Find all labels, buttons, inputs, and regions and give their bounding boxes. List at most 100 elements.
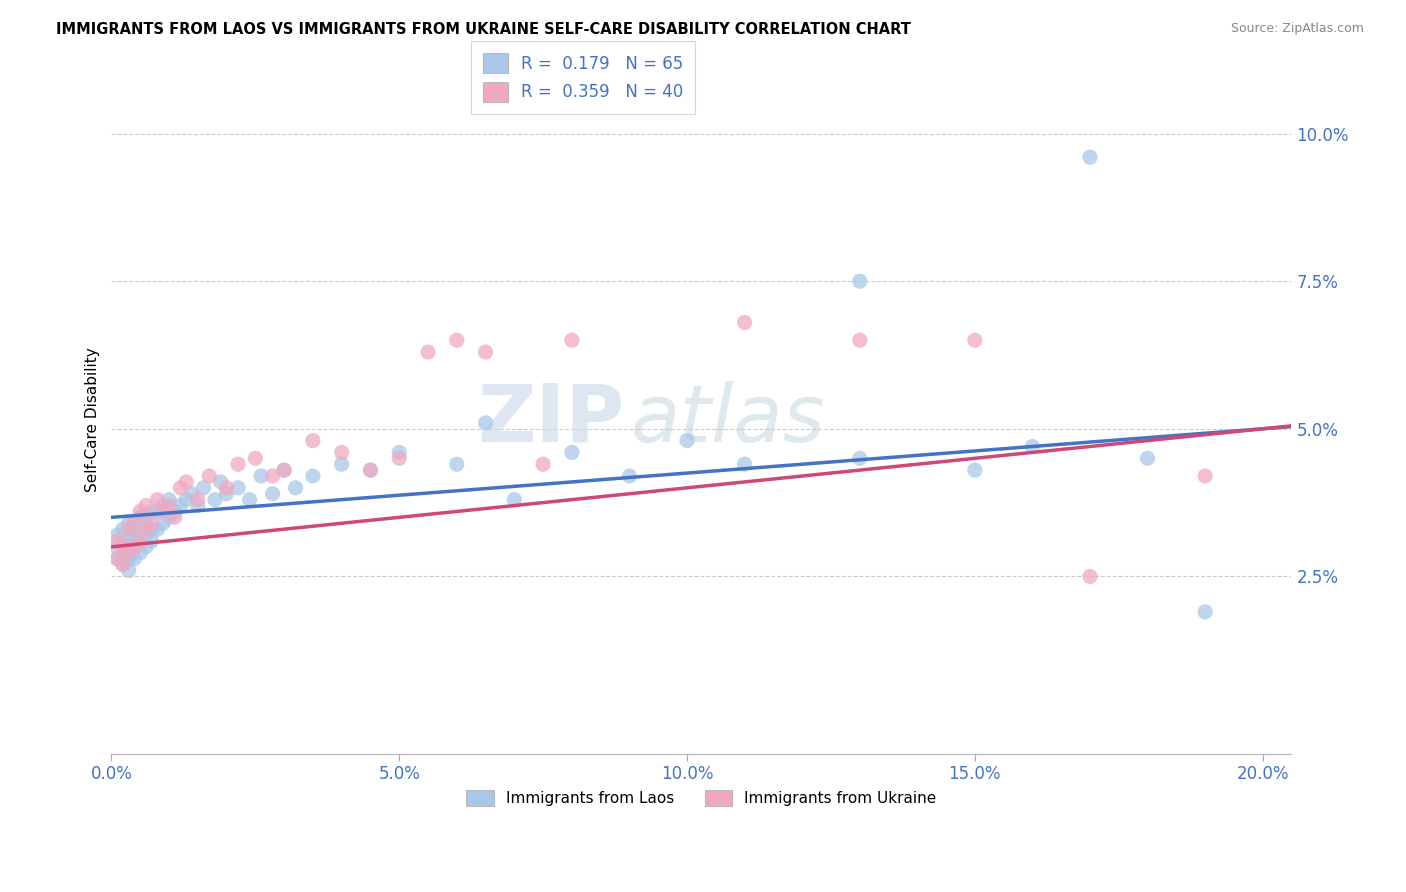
Point — [174, 475, 197, 489]
Point — [118, 540, 141, 554]
Point — [124, 551, 146, 566]
Point — [174, 492, 197, 507]
Point — [111, 558, 134, 572]
Point — [226, 481, 249, 495]
Point — [118, 546, 141, 560]
Text: IMMIGRANTS FROM LAOS VS IMMIGRANTS FROM UKRAINE SELF-CARE DISABILITY CORRELATION: IMMIGRANTS FROM LAOS VS IMMIGRANTS FROM … — [56, 22, 911, 37]
Point — [141, 504, 163, 518]
Point — [474, 345, 496, 359]
Y-axis label: Self-Care Disability: Self-Care Disability — [86, 348, 100, 492]
Point — [416, 345, 439, 359]
Point — [273, 463, 295, 477]
Point — [118, 522, 141, 536]
Point — [193, 481, 215, 495]
Point — [273, 463, 295, 477]
Point — [734, 316, 756, 330]
Point — [503, 492, 526, 507]
Point — [111, 558, 134, 572]
Point — [169, 499, 191, 513]
Point — [226, 457, 249, 471]
Point — [105, 551, 128, 566]
Point — [129, 510, 152, 524]
Point — [111, 546, 134, 560]
Point — [734, 457, 756, 471]
Point — [561, 445, 583, 459]
Point — [141, 533, 163, 548]
Point — [163, 510, 186, 524]
Point — [250, 469, 273, 483]
Text: Source: ZipAtlas.com: Source: ZipAtlas.com — [1230, 22, 1364, 36]
Point — [330, 445, 353, 459]
Point — [446, 333, 468, 347]
Point — [129, 533, 152, 548]
Point — [163, 504, 186, 518]
Point — [1194, 605, 1216, 619]
Point — [157, 510, 180, 524]
Point — [118, 551, 141, 566]
Point — [848, 274, 870, 288]
Point — [124, 516, 146, 531]
Point — [129, 546, 152, 560]
Legend: Immigrants from Laos, Immigrants from Ukraine: Immigrants from Laos, Immigrants from Uk… — [460, 784, 943, 813]
Point — [146, 522, 169, 536]
Point — [302, 434, 325, 448]
Text: ZIP: ZIP — [478, 381, 624, 459]
Point — [146, 504, 169, 518]
Point — [561, 333, 583, 347]
Point — [204, 492, 226, 507]
Point — [152, 499, 174, 513]
Point — [198, 469, 221, 483]
Point — [129, 504, 152, 518]
Point — [135, 528, 157, 542]
Point — [1136, 451, 1159, 466]
Point — [105, 533, 128, 548]
Point — [152, 516, 174, 531]
Point — [118, 516, 141, 531]
Point — [105, 551, 128, 566]
Point — [135, 540, 157, 554]
Point — [105, 528, 128, 542]
Point — [1194, 469, 1216, 483]
Point — [124, 516, 146, 531]
Point — [118, 528, 141, 542]
Point — [209, 475, 232, 489]
Point — [187, 499, 209, 513]
Point — [129, 533, 152, 548]
Point — [848, 451, 870, 466]
Point — [105, 540, 128, 554]
Point — [187, 492, 209, 507]
Point — [963, 463, 986, 477]
Point — [118, 564, 141, 578]
Point — [157, 492, 180, 507]
Point — [111, 540, 134, 554]
Point — [359, 463, 381, 477]
Point — [146, 492, 169, 507]
Point — [124, 540, 146, 554]
Point — [284, 481, 307, 495]
Point — [963, 333, 986, 347]
Point — [141, 516, 163, 531]
Point — [135, 499, 157, 513]
Point — [619, 469, 641, 483]
Point — [124, 540, 146, 554]
Point — [446, 457, 468, 471]
Point — [388, 451, 411, 466]
Point — [1021, 440, 1043, 454]
Point — [474, 416, 496, 430]
Point — [135, 522, 157, 536]
Point — [531, 457, 554, 471]
Point — [302, 469, 325, 483]
Point — [157, 499, 180, 513]
Point — [129, 522, 152, 536]
Point — [238, 492, 260, 507]
Text: atlas: atlas — [631, 381, 825, 459]
Point — [1078, 150, 1101, 164]
Point — [262, 469, 284, 483]
Point — [111, 522, 134, 536]
Point — [169, 481, 191, 495]
Point — [152, 504, 174, 518]
Point — [215, 487, 238, 501]
Point — [848, 333, 870, 347]
Point — [388, 445, 411, 459]
Point — [141, 522, 163, 536]
